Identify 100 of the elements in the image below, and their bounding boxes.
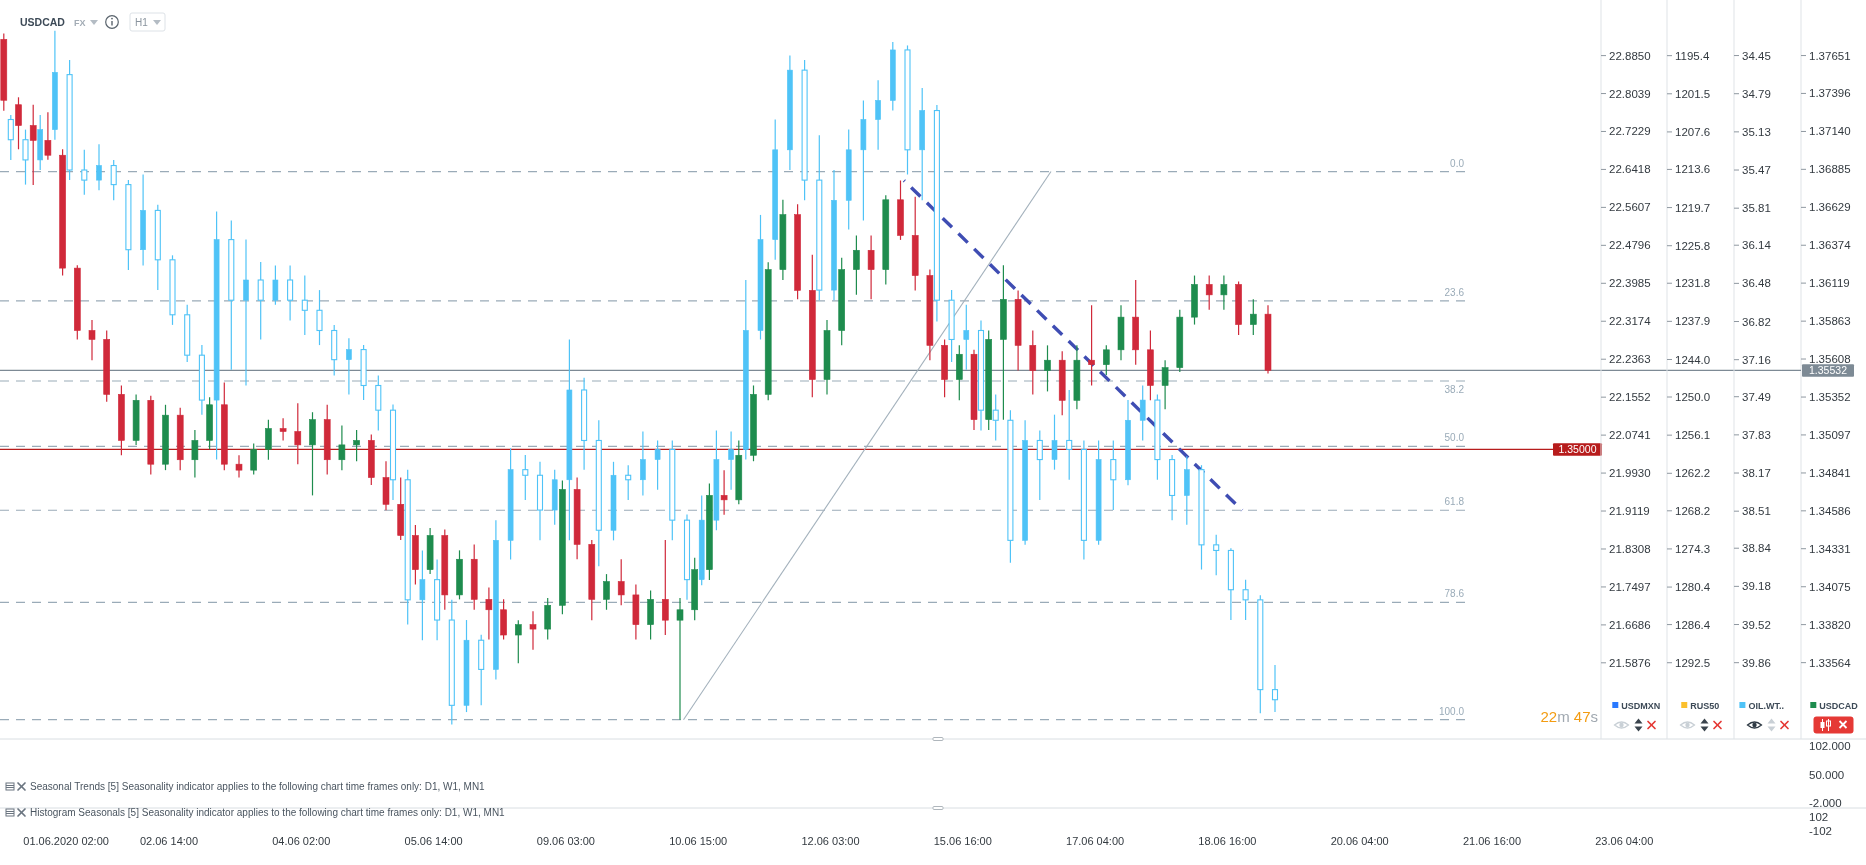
candlestick bbox=[235, 454, 243, 479]
candlestick bbox=[257, 261, 264, 341]
candlestick bbox=[1051, 414, 1058, 471]
text: USDCAD bbox=[20, 16, 66, 28]
annotation: 38.2 bbox=[1444, 384, 1465, 396]
y-tick-label: 1292.5 bbox=[1675, 656, 1711, 669]
y-tick-label: 22.4796 bbox=[1609, 239, 1651, 252]
y-tick-label: 1.36629 bbox=[1809, 201, 1851, 214]
y-tick-label: 22.3174 bbox=[1609, 315, 1652, 328]
candlestick bbox=[301, 274, 308, 336]
y-tick-label: 1274.3 bbox=[1675, 542, 1711, 555]
candlestick bbox=[1103, 344, 1110, 376]
x-tick-label: 15.06 16:00 bbox=[933, 835, 992, 847]
annotation: 23.6 bbox=[1444, 286, 1465, 298]
x-tick-label: 12.06 03:00 bbox=[801, 835, 860, 847]
y-tick-label: 1.34075 bbox=[1809, 580, 1851, 593]
x-tick-label: 01.06.2020 02:00 bbox=[23, 835, 109, 847]
y-tick-label: 21.6686 bbox=[1609, 618, 1651, 631]
candlestick bbox=[1066, 389, 1073, 481]
candlestick bbox=[7, 114, 14, 161]
y-tick-label: 1225.8 bbox=[1675, 239, 1711, 252]
y-tick-label: 22.5607 bbox=[1609, 201, 1651, 214]
candlestick bbox=[272, 264, 279, 306]
candlestick bbox=[728, 430, 734, 491]
y-tick-label: 34.45 bbox=[1742, 49, 1771, 62]
y-tick-label: 1.36119 bbox=[1809, 277, 1850, 290]
candlestick bbox=[515, 619, 522, 664]
y-tick-label: 1207.6 bbox=[1675, 125, 1711, 138]
legend-label: OIL.WT.. bbox=[1748, 701, 1784, 711]
candlestick bbox=[867, 234, 875, 300]
y-tick-label: 21.5876 bbox=[1609, 656, 1651, 669]
candlestick bbox=[1220, 274, 1228, 311]
y-tick-label: 35.13 bbox=[1742, 125, 1771, 138]
text: Histogram Seasonals [5] Seasonality indicator applies to the following chart time frames only: D1, W1, MN1 bbox=[30, 807, 506, 818]
x-tick-label: 05.06 14:00 bbox=[404, 835, 463, 847]
y-tick-label: 1.36374 bbox=[1809, 239, 1852, 252]
annotation: 100.0 bbox=[1438, 705, 1465, 717]
legend-label: RUS50 bbox=[1690, 701, 1720, 711]
y-tick-label: 1.36885 bbox=[1809, 163, 1851, 176]
y-tick-label: 38.17 bbox=[1742, 467, 1771, 480]
y-tick-label: 36.48 bbox=[1742, 277, 1771, 290]
y-tick-label: 38.51 bbox=[1742, 505, 1771, 518]
candlestick bbox=[316, 289, 323, 346]
candlestick bbox=[1205, 274, 1213, 311]
candlestick bbox=[22, 129, 29, 186]
y-tick-label: 22.3985 bbox=[1609, 277, 1651, 290]
y-tick-label: 1250.0 bbox=[1675, 391, 1711, 404]
candlestick bbox=[1036, 429, 1043, 501]
text: -2.000 bbox=[1809, 797, 1842, 810]
candlestick bbox=[485, 586, 493, 641]
x-tick-label: 17.06 04:00 bbox=[1066, 835, 1125, 847]
y-tick-label: 22.7229 bbox=[1609, 125, 1651, 138]
y-tick-label: 21.9930 bbox=[1609, 467, 1651, 480]
y-tick-label: 22.8850 bbox=[1609, 49, 1651, 62]
candlestick bbox=[522, 454, 529, 501]
x-tick-label: 02.06 14:00 bbox=[139, 835, 199, 847]
candlestick bbox=[640, 430, 646, 497]
y-tick-label: 1195.4 bbox=[1675, 49, 1710, 62]
y-tick-label: 1213.6 bbox=[1675, 163, 1711, 176]
y-tick-label: 39.52 bbox=[1742, 618, 1771, 631]
candlestick bbox=[992, 393, 999, 442]
candlestick bbox=[1139, 384, 1146, 442]
y-tick-label: 37.16 bbox=[1742, 353, 1771, 366]
candlestick bbox=[720, 469, 728, 516]
y-tick-label: 22.6418 bbox=[1609, 163, 1651, 176]
candlestick bbox=[250, 442, 257, 476]
candlestick bbox=[662, 539, 669, 636]
candlestick bbox=[1088, 304, 1095, 387]
candlestick bbox=[603, 573, 610, 611]
x-tick-label: 21.06 16:00 bbox=[1462, 835, 1522, 847]
y-tick-label: 1.33820 bbox=[1809, 618, 1851, 631]
candlestick bbox=[963, 304, 970, 371]
y-tick-label: 38.84 bbox=[1742, 542, 1772, 555]
candlestick bbox=[1271, 664, 1279, 713]
y-tick-label: 1.34586 bbox=[1809, 504, 1851, 517]
candlestick bbox=[1250, 298, 1257, 336]
y-tick-label: 35.81 bbox=[1742, 202, 1771, 215]
y-tick-label: 37.83 bbox=[1742, 428, 1771, 441]
candlestick bbox=[1044, 344, 1051, 393]
legend-label: USDMXN bbox=[1621, 701, 1661, 711]
x-tick-label: 10.06 15:00 bbox=[669, 835, 728, 847]
candlestick bbox=[110, 159, 117, 201]
y-tick-label: 1231.8 bbox=[1675, 277, 1711, 290]
candlestick bbox=[88, 319, 96, 361]
y-tick-label: 1286.4 bbox=[1675, 618, 1711, 631]
y-tick-label: 22.8039 bbox=[1609, 87, 1651, 100]
y-tick-label: 1256.1 bbox=[1675, 429, 1711, 442]
y-tick-label: 1219.7 bbox=[1675, 201, 1711, 214]
y-tick-label: 39.86 bbox=[1742, 656, 1771, 669]
candlestick bbox=[419, 549, 426, 641]
text: -102 bbox=[1809, 825, 1833, 838]
y-tick-label: 1262.2 bbox=[1675, 467, 1711, 480]
x-tick-label: 23.06 04:00 bbox=[1595, 835, 1654, 847]
x-tick-label: 18.06 16:00 bbox=[1198, 835, 1257, 847]
candlestick bbox=[243, 239, 249, 387]
candlestick bbox=[676, 597, 684, 721]
text: 50.000 bbox=[1809, 768, 1845, 781]
y-tick-label: 22.2363 bbox=[1609, 353, 1651, 366]
y-tick-label: 22.0741 bbox=[1609, 429, 1651, 442]
y-tick-label: 1.37651 bbox=[1809, 49, 1851, 62]
